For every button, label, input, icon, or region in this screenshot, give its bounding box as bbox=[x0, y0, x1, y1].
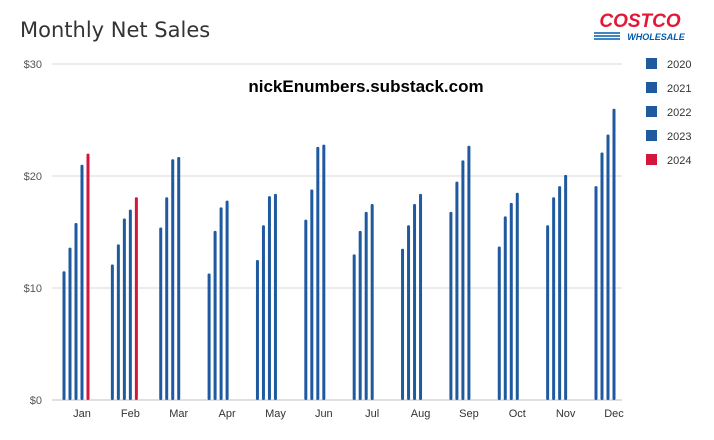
costco-logo: COSTCO WHOLESALE bbox=[594, 11, 686, 42]
bar bbox=[80, 164, 84, 400]
bars-layer bbox=[62, 108, 616, 401]
legend: 2020 2021 2022 2023 2024 bbox=[646, 58, 691, 167]
bar bbox=[370, 204, 374, 400]
bar bbox=[364, 211, 368, 400]
watermark-text: nickEnumbers.substack.com bbox=[248, 77, 483, 96]
bar bbox=[413, 204, 417, 400]
bar bbox=[273, 193, 277, 400]
bar bbox=[322, 144, 326, 400]
bar bbox=[401, 248, 405, 400]
legend-swatch bbox=[646, 154, 657, 165]
bar bbox=[219, 207, 223, 400]
bar bbox=[594, 186, 598, 400]
legend-label: 2021 bbox=[667, 83, 691, 95]
bar bbox=[600, 152, 604, 400]
y-tick-label: $20 bbox=[24, 171, 42, 183]
y-tick-label: $0 bbox=[30, 395, 42, 407]
bar bbox=[546, 225, 550, 400]
bar bbox=[515, 192, 519, 400]
bar bbox=[207, 273, 211, 400]
bar bbox=[467, 145, 471, 400]
legend-label: 2020 bbox=[667, 59, 691, 71]
legend-swatch bbox=[646, 106, 657, 117]
x-tick-label: Mar bbox=[169, 408, 188, 420]
bar bbox=[261, 225, 265, 400]
bar bbox=[165, 197, 169, 400]
bar bbox=[110, 264, 114, 400]
y-tick-label: $30 bbox=[24, 59, 42, 71]
bar bbox=[62, 271, 66, 400]
bar bbox=[552, 197, 556, 400]
bar bbox=[116, 244, 120, 400]
bar bbox=[255, 260, 259, 400]
bar bbox=[128, 209, 132, 400]
bar bbox=[74, 223, 78, 400]
bar bbox=[558, 186, 562, 400]
bar bbox=[68, 247, 72, 400]
bar bbox=[213, 230, 217, 400]
bar bbox=[564, 174, 568, 400]
grid-layer bbox=[52, 63, 622, 401]
x-tick-label: Jun bbox=[315, 408, 333, 420]
legend-swatch bbox=[646, 130, 657, 141]
bar bbox=[419, 193, 423, 400]
logo-brand-text: COSTCO bbox=[599, 11, 681, 32]
legend-label: 2022 bbox=[667, 107, 691, 119]
legend-swatch bbox=[646, 82, 657, 93]
x-tick-label: Apr bbox=[219, 408, 236, 420]
bar bbox=[171, 159, 175, 400]
bar bbox=[122, 218, 126, 400]
logo-sub-text: WHOLESALE bbox=[627, 32, 685, 42]
x-tick-label: Jul bbox=[365, 408, 379, 420]
bar bbox=[225, 200, 229, 400]
legend-label: 2023 bbox=[667, 131, 691, 143]
labels-layer: $0 $10 $20 $30 Jan Feb Mar Apr May Jun Jul Aug Sep Oc… bbox=[24, 59, 625, 420]
bar bbox=[134, 197, 138, 400]
bar bbox=[606, 134, 610, 400]
x-tick-label: Dec bbox=[604, 408, 624, 420]
x-tick-label: Oct bbox=[509, 408, 526, 420]
bar bbox=[449, 211, 453, 400]
x-tick-label: Jan bbox=[73, 408, 91, 420]
x-tick-label: Feb bbox=[121, 408, 140, 420]
bar bbox=[86, 153, 90, 400]
bar bbox=[497, 246, 501, 400]
bar bbox=[503, 216, 507, 400]
y-tick-label: $10 bbox=[24, 283, 42, 295]
bar bbox=[407, 225, 411, 400]
bar bbox=[612, 108, 616, 401]
bar bbox=[159, 227, 163, 400]
bar bbox=[358, 230, 362, 400]
x-tick-label: Sep bbox=[459, 408, 479, 420]
x-tick-label: May bbox=[265, 408, 286, 420]
legend-label: 2024 bbox=[667, 155, 691, 167]
bar bbox=[455, 181, 459, 400]
bar bbox=[267, 196, 271, 400]
x-tick-label: Nov bbox=[556, 408, 576, 420]
bar bbox=[310, 189, 314, 400]
bar bbox=[304, 219, 308, 400]
bar bbox=[177, 156, 181, 400]
bar bbox=[509, 202, 513, 400]
bar bbox=[352, 254, 356, 400]
chart-title: Monthly Net Sales bbox=[20, 18, 211, 42]
bar bbox=[316, 146, 320, 400]
bar bbox=[461, 160, 465, 400]
x-tick-label: Aug bbox=[411, 408, 431, 420]
legend-swatch bbox=[646, 58, 657, 69]
